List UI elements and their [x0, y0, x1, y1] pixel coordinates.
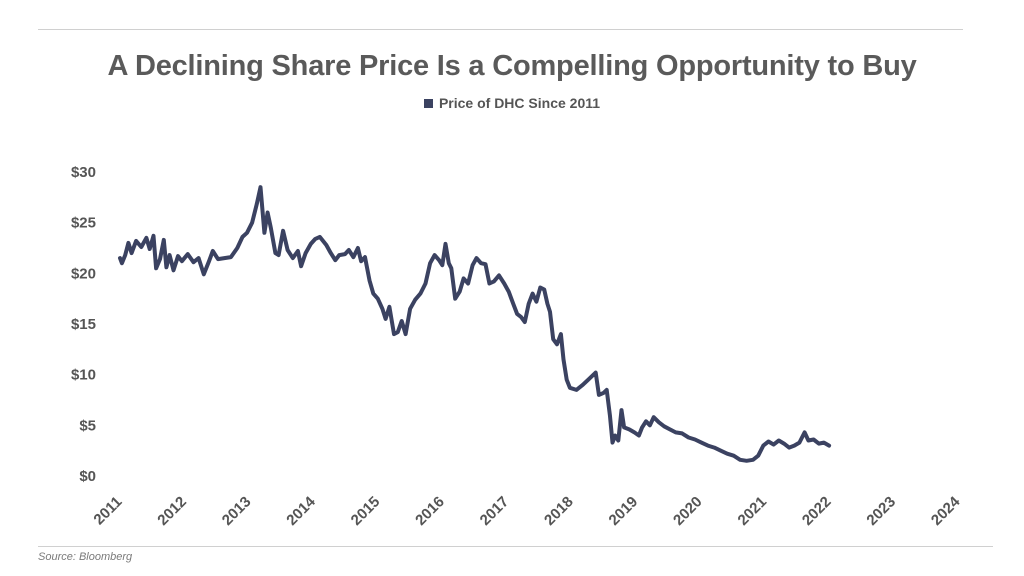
x-tick-label: 2016: [412, 493, 448, 529]
x-tick-label: 2022: [799, 493, 835, 529]
y-tick-label: $10: [71, 367, 96, 384]
y-tick-label: $25: [71, 215, 96, 232]
x-tick-label: 2018: [541, 493, 577, 529]
x-tick-label: 2019: [606, 493, 642, 529]
legend: Price of DHC Since 2011: [0, 95, 1024, 111]
legend-label: Price of DHC Since 2011: [438, 95, 601, 111]
y-tick-label: $20: [71, 265, 96, 282]
source-note: Source: Bloomberg: [38, 551, 133, 563]
x-tick-label: 2012: [154, 493, 190, 529]
x-tick-label: 2015: [348, 493, 384, 529]
legend-swatch: [423, 98, 433, 108]
x-tick-label: 2017: [477, 493, 513, 529]
x-tick-label: 2020: [670, 493, 706, 529]
y-axis: $0 $5 $10 $15 $20 $25 $30: [71, 164, 96, 485]
y-tick-label: $0: [79, 468, 96, 485]
y-tick-label: $5: [79, 417, 96, 434]
x-tick-label: 2014: [283, 493, 319, 529]
x-tick-label: 2023: [863, 493, 899, 529]
x-tick-label: 2011: [90, 493, 125, 528]
top-rule: [38, 29, 963, 30]
x-tick-label: 2013: [219, 493, 255, 529]
bottom-rule: [38, 546, 993, 547]
y-tick-label: $30: [71, 164, 96, 181]
x-tick-label: 2021: [735, 493, 771, 529]
y-tick-label: $15: [71, 316, 96, 333]
x-tick-label: 2024: [928, 493, 964, 529]
series-line: [118, 185, 832, 463]
plot-area: [118, 185, 832, 463]
x-axis: 2011 2012 2013 2014 2015 2016 2017 2018 2019 2020…: [90, 493, 963, 529]
chart-title: A Declining Share Price Is a Compelling …: [107, 50, 917, 82]
